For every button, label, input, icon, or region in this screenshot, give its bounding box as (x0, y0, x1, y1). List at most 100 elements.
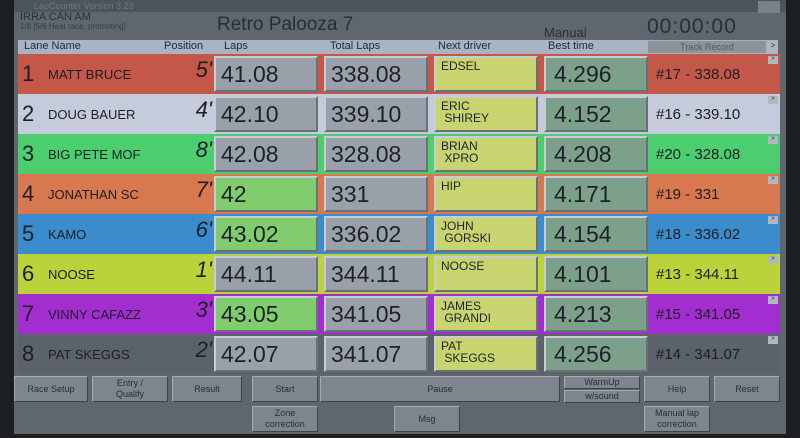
record-expand-button[interactable]: > (768, 136, 778, 144)
window-title: LapCounter Version 3.23 (34, 1, 134, 11)
next-driver: PAT SKEGGS (434, 336, 538, 372)
record-expand-button[interactable]: > (768, 296, 778, 304)
track-record: #16 - 339.10 > (650, 95, 780, 133)
manual-lap-correction-button[interactable]: Manual lap correction (644, 406, 710, 432)
zone-correction-button[interactable]: Zone correction (252, 406, 318, 432)
laps-value: 41.08 (214, 56, 318, 92)
next-driver: HIP (434, 176, 538, 212)
best-time: 4.296 (544, 56, 648, 92)
position: 4' (195, 97, 212, 122)
warmup-button[interactable]: WarmUp (564, 376, 640, 389)
position: 5' (195, 57, 212, 82)
total-laps-value: 338.08 (324, 56, 428, 92)
result-button[interactable]: Result (172, 376, 242, 402)
lane-number: 8 (22, 341, 35, 366)
best-time: 4.213 (544, 296, 648, 332)
track-record: #18 - 336.02 > (650, 215, 780, 253)
driver-name: VINNY CAFAZZ (48, 307, 141, 322)
laps-value: 42.08 (214, 136, 318, 172)
laps-value: 42 (214, 176, 318, 212)
col-next-driver: Next driver (438, 40, 492, 52)
col-lane-name: Lane Name (24, 40, 81, 52)
col-position: Position (164, 40, 204, 52)
lane-row: 7 VINNY CAFAZZ 3' 43.05 341.05 JAMES GRA… (18, 294, 780, 334)
lane-number: 6 (22, 261, 35, 286)
position: 3' (195, 297, 212, 322)
record-expand-button[interactable]: > (768, 216, 778, 224)
driver-name: NOOSE (48, 267, 95, 282)
laps-value: 43.02 (214, 216, 318, 252)
track-record: #14 - 341.07 > (650, 335, 780, 373)
msg-button[interactable]: Msg (394, 406, 460, 432)
track-record-value: #20 - 328.08 (656, 146, 741, 163)
title-bar: LapCounter Version 3.23 _ □ × (14, 0, 786, 13)
lane-row: 6 NOOSE 1' 44.11 344.11 NOOSE 4.101 #13 … (18, 254, 780, 294)
track-record: #17 - 338.08 > (650, 55, 780, 93)
track-record: #20 - 328.08 > (650, 135, 780, 173)
track-record-value: #16 - 339.10 (656, 106, 741, 123)
organization: IRRA CAN AM (20, 11, 91, 23)
track-record-value: #15 - 341.05 (656, 306, 741, 323)
lane-band: 7 VINNY CAFAZZ 3' (18, 295, 212, 333)
total-laps-value: 339.10 (324, 96, 428, 132)
lane-row: 3 BIG PETE MOF 8' 42.08 328.08 BRIAN XPR… (18, 134, 780, 174)
next-driver: BRIAN XPRO (434, 136, 538, 172)
driver-name: JONATHAN SC (48, 187, 139, 202)
lane-number: 3 (22, 141, 35, 166)
track-record-expand-button[interactable]: > (768, 41, 778, 53)
best-time: 4.256 (544, 336, 648, 372)
track-record-button[interactable]: Track Record (648, 41, 766, 53)
lane-band: 1 MATT BRUCE 5' (18, 55, 212, 93)
total-laps-value: 344.11 (324, 256, 428, 292)
warmup-sound-button[interactable]: w/sound (564, 390, 640, 403)
next-driver: EDSEL (434, 56, 538, 92)
pause-button[interactable]: Pause (320, 376, 560, 402)
window-controls[interactable]: _ □ × (757, 1, 780, 13)
help-button[interactable]: Help (644, 376, 710, 402)
race-mode: Manual (544, 25, 587, 40)
entry-qualify-button[interactable]: Entry / Qualify (92, 376, 168, 402)
laps-value: 42.10 (214, 96, 318, 132)
best-time: 4.101 (544, 256, 648, 292)
heat-status: 1/8 [5/6 Heat race, promoting] (20, 22, 126, 31)
lane-band: 8 PAT SKEGGS 2' (18, 335, 212, 373)
lane-number: 1 (22, 61, 35, 86)
lane-band: 6 NOOSE 1' (18, 255, 212, 293)
total-laps-value: 328.08 (324, 136, 428, 172)
race-screen: LapCounter Version 3.23 _ □ × IRRA CAN AM… (14, 0, 786, 434)
record-expand-button[interactable]: > (768, 56, 778, 64)
lane-row: 8 PAT SKEGGS 2' 42.07 341.07 PAT SKEGGS … (18, 334, 780, 374)
start-button[interactable]: Start (252, 376, 318, 402)
record-expand-button[interactable]: > (768, 256, 778, 264)
best-time: 4.154 (544, 216, 648, 252)
position: 8' (195, 137, 212, 162)
best-time: 4.208 (544, 136, 648, 172)
reset-button[interactable]: Reset (714, 376, 780, 402)
driver-name: DOUG BAUER (48, 107, 136, 122)
track-record-value: #14 - 341.07 (656, 346, 741, 363)
lane-band: 2 DOUG BAUER 4' (18, 95, 212, 133)
race-setup-button[interactable]: Race Setup (14, 376, 88, 402)
laps-value: 43.05 (214, 296, 318, 332)
best-time: 4.171 (544, 176, 648, 212)
driver-name: BIG PETE MOF (48, 147, 141, 162)
track-record: #15 - 341.05 > (650, 295, 780, 333)
lane-row: 5 KAMO 6' 43.02 336.02 JOHN GORSKI 4.154… (18, 214, 780, 254)
lane-number: 7 (22, 301, 35, 326)
total-laps-value: 331 (324, 176, 428, 212)
record-expand-button[interactable]: > (768, 96, 778, 104)
col-total-laps: Total Laps (330, 40, 381, 52)
position: 1' (195, 257, 212, 282)
position: 2' (195, 337, 212, 362)
lane-band: 5 KAMO 6' (18, 215, 212, 253)
lane-number: 2 (22, 101, 35, 126)
lane-row: 2 DOUG BAUER 4' 42.10 339.10 ERIC SHIREY… (18, 94, 780, 134)
next-driver: JAMES GRANDI (434, 296, 538, 332)
record-expand-button[interactable]: > (768, 176, 778, 184)
driver-name: PAT SKEGGS (48, 347, 130, 362)
next-driver: JOHN GORSKI (434, 216, 538, 252)
col-laps: Laps (224, 40, 248, 52)
best-time: 4.152 (544, 96, 648, 132)
total-laps-value: 336.02 (324, 216, 428, 252)
record-expand-button[interactable]: > (768, 336, 778, 344)
